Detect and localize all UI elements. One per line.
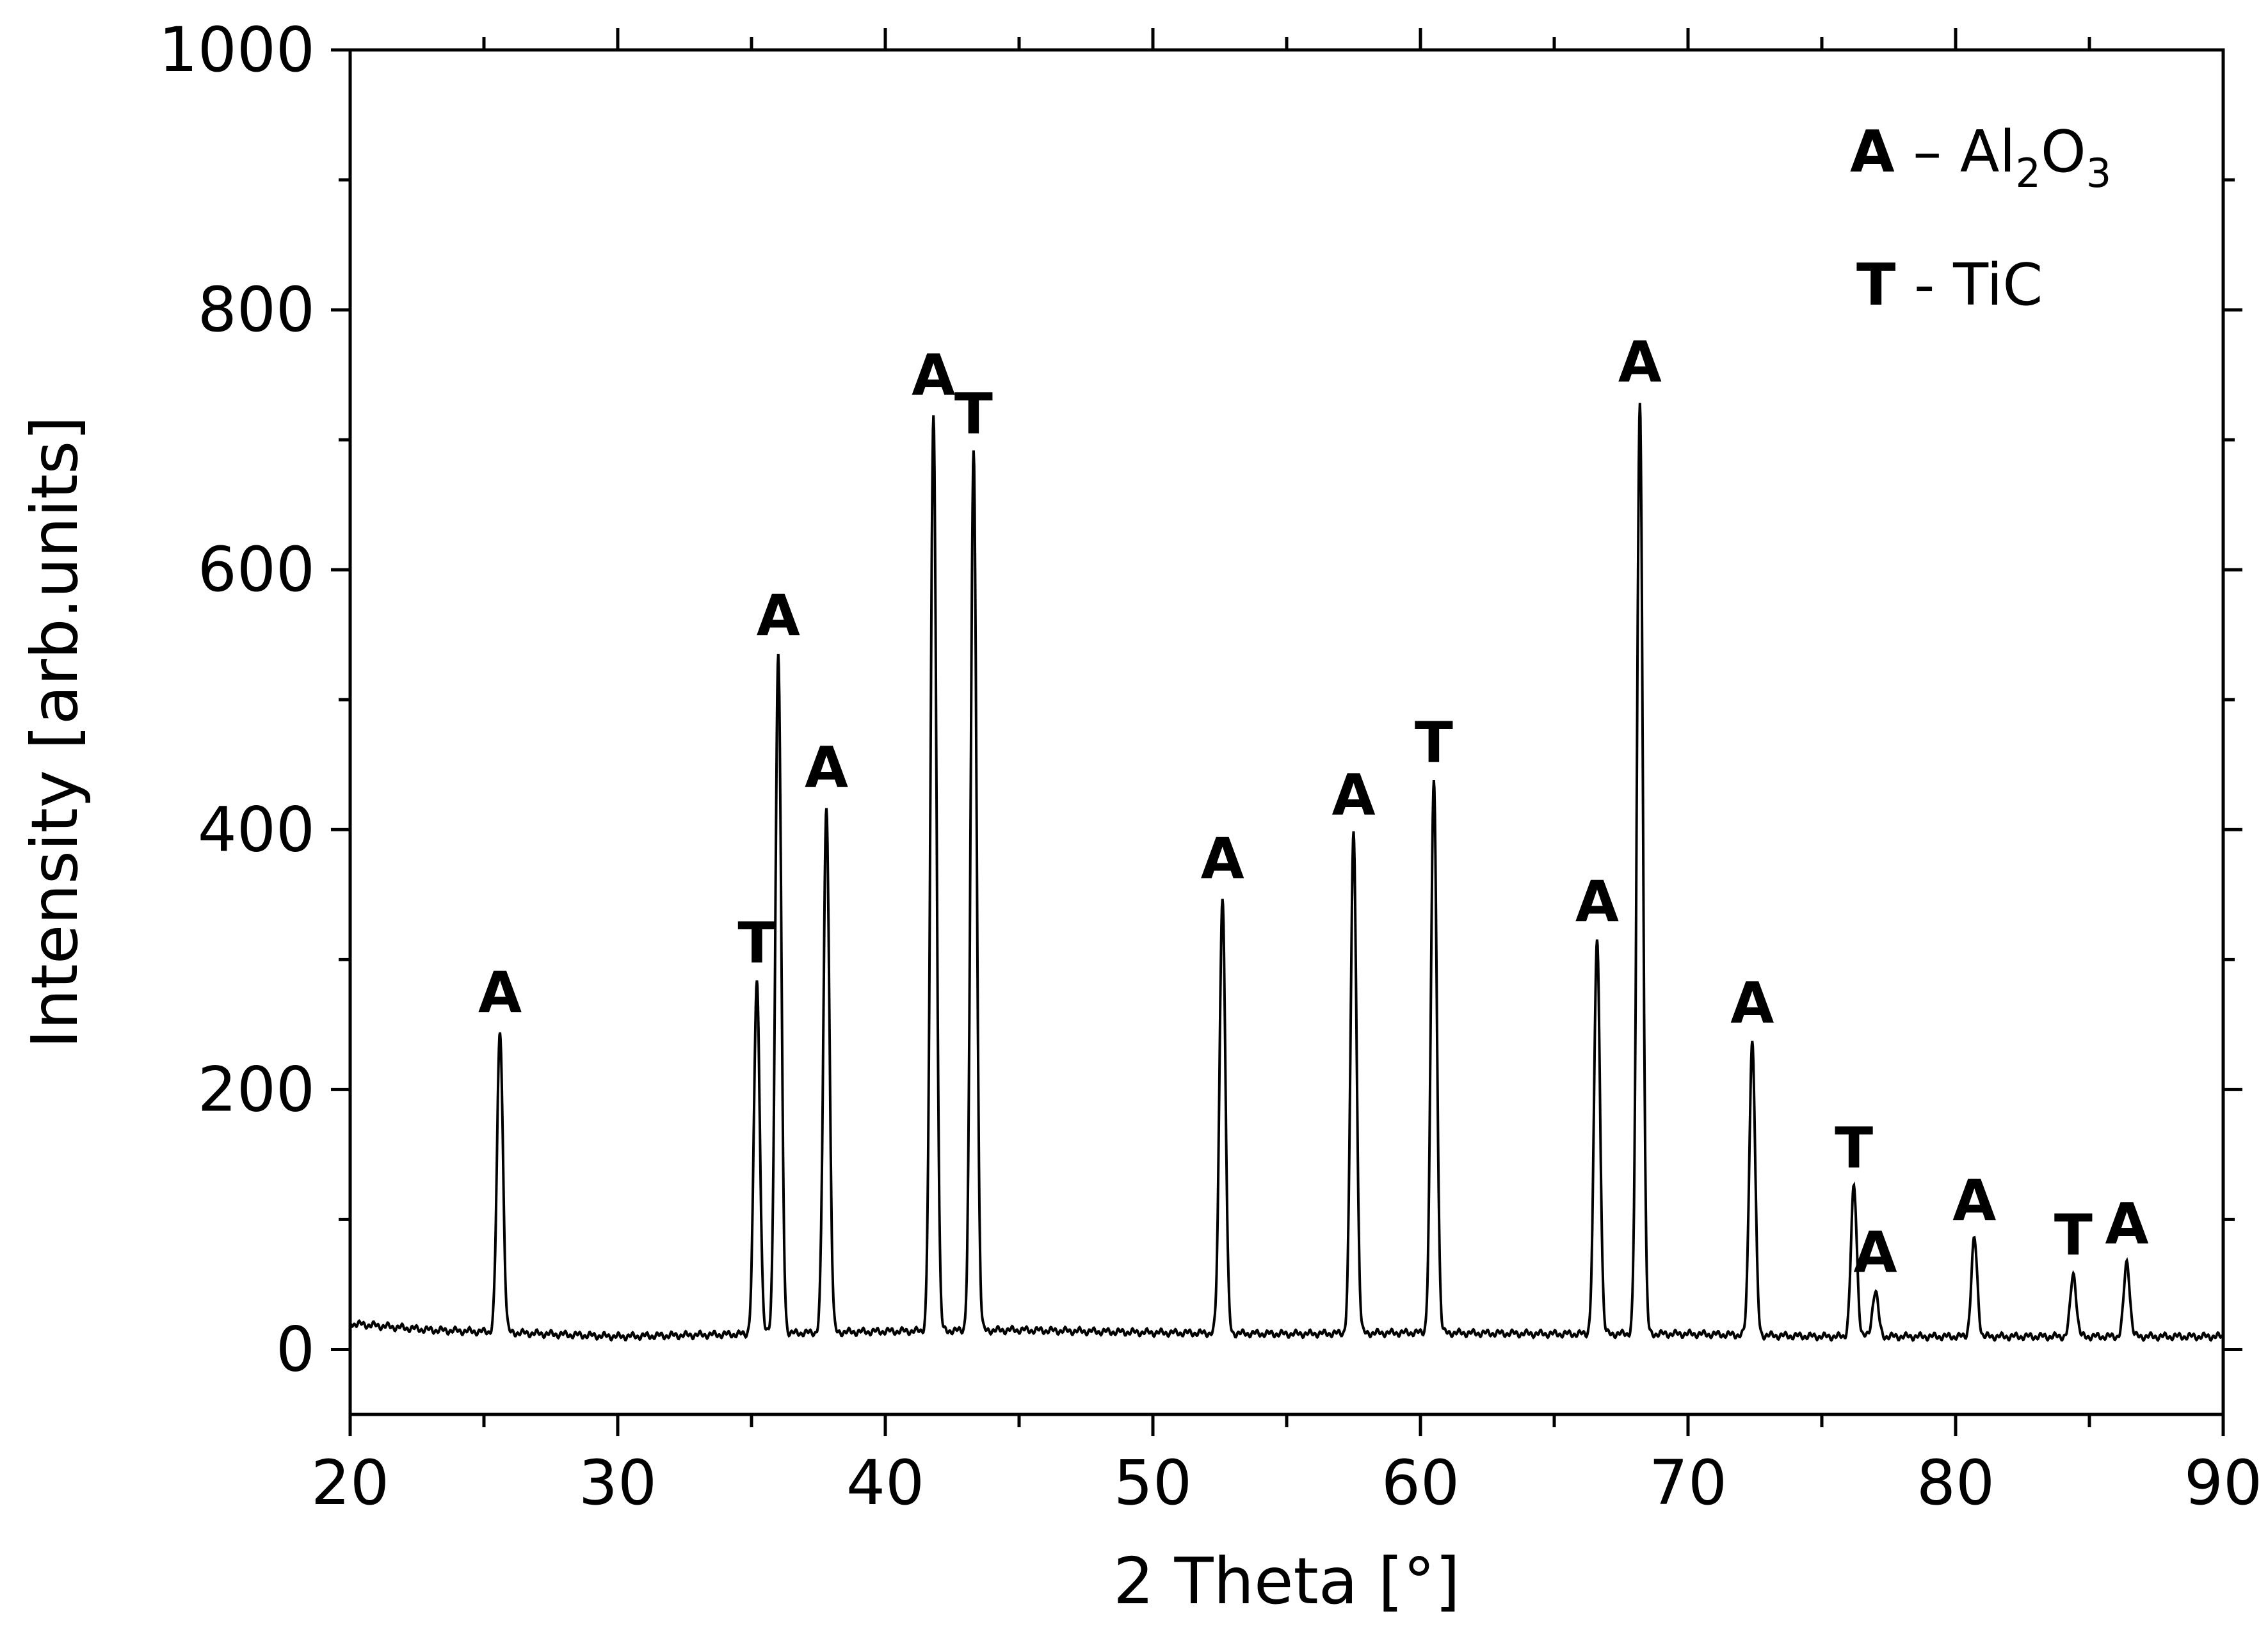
legend-entry-alumina: A – Al2O3 xyxy=(1850,118,2111,196)
peak-label-t: T xyxy=(954,381,993,447)
x-tick-label: 40 xyxy=(846,1447,924,1519)
legend-formula-al: Al xyxy=(1960,118,2016,186)
peak-label-a: A xyxy=(478,959,522,1025)
x-tick-label: 70 xyxy=(1649,1447,1727,1519)
xrd-series-line xyxy=(349,403,2224,1342)
peak-label-a: A xyxy=(1730,970,1774,1036)
y-tick-label: 800 xyxy=(198,274,315,346)
peak-label-t: T xyxy=(1415,710,1453,776)
legend-label-tic: TiC xyxy=(1952,252,2043,319)
y-tick-label: 600 xyxy=(198,534,315,605)
peak-label-a: A xyxy=(805,735,848,801)
y-tick-label: 0 xyxy=(276,1313,315,1385)
x-axis-ticks: 20 30 40 50 60 70 80 90 xyxy=(311,28,2262,1519)
peak-label-a: A xyxy=(1854,1219,1897,1285)
legend-key-t: T xyxy=(1856,252,1895,319)
y-tick-label: 400 xyxy=(198,794,315,865)
legend-sep-t: - xyxy=(1895,252,1953,319)
legend-formula-o: O xyxy=(2041,118,2086,186)
peak-label-t: T xyxy=(2054,1203,2093,1269)
peak-label-a: A xyxy=(1575,869,1619,934)
peak-label-t: T xyxy=(737,910,776,976)
legend-key-a: A xyxy=(1850,118,1895,186)
peak-label-a: A xyxy=(1618,329,1662,395)
x-tick-label: 30 xyxy=(579,1447,657,1519)
x-tick-label: 50 xyxy=(1114,1447,1192,1519)
peak-label-a: A xyxy=(757,582,800,648)
legend-sep-a: – xyxy=(1895,118,1960,186)
peak-label-a: A xyxy=(1201,826,1244,892)
y-tick-label: 1000 xyxy=(159,14,315,86)
legend-sub-3: 3 xyxy=(2086,150,2111,196)
peak-label-a: A xyxy=(2105,1190,2148,1256)
peak-label-a: A xyxy=(1952,1167,1996,1233)
x-tick-label: 20 xyxy=(311,1447,389,1519)
y-axis-title: Intensity [arb.units] xyxy=(17,416,92,1049)
x-tick-label: 60 xyxy=(1381,1447,1460,1519)
legend-entry-tic: T - TiC xyxy=(1856,252,2043,319)
peak-label-t: T xyxy=(1835,1116,1873,1181)
y-axis-ticks: 0 200 400 600 800 1000 xyxy=(159,14,2242,1385)
peak-label-a: A xyxy=(1331,762,1375,828)
legend: A – Al2O3 T - TiC xyxy=(1850,118,2111,319)
legend-sub-2: 2 xyxy=(2015,150,2040,196)
x-axis-title: 2 Theta [°] xyxy=(1113,1544,1460,1619)
x-tick-label: 90 xyxy=(2184,1447,2262,1519)
peak-label-a: A xyxy=(912,342,955,408)
x-tick-label: 80 xyxy=(1917,1447,1995,1519)
y-tick-label: 200 xyxy=(198,1053,315,1125)
